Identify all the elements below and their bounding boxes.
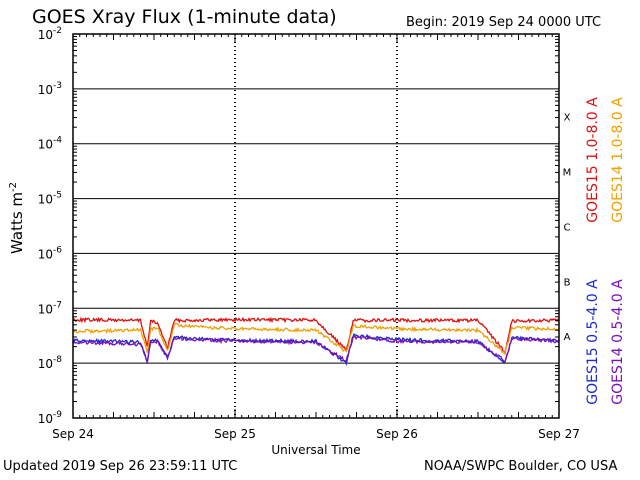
- x-tick-label: Sep 25: [214, 427, 256, 441]
- legend-entry-4: GOES14 0.5-4.0 A: [610, 279, 626, 405]
- updated-time-label: Updated 2019 Sep 26 23:59:11 UTC: [3, 459, 238, 474]
- series-line-4: [72, 334, 560, 363]
- y-tick-labels: 10-9 10-8 10-7 10-6 10-5 10-4 10-3 10-2: [38, 26, 63, 426]
- y-axis-label: Watts m-2: [8, 182, 26, 254]
- legend-entry-3: GOES15 0.5-4.0 A: [585, 279, 601, 405]
- grid-lines: [73, 34, 559, 418]
- legend-entry-1: GOES15 1.0-8.0 A: [585, 97, 601, 223]
- series-line-2: [72, 322, 560, 356]
- flare-class-a: A: [564, 332, 571, 343]
- x-tick-label: Sep 24: [52, 427, 94, 441]
- y-tick-label: 10-5: [38, 191, 62, 207]
- x-tick-label: Sep 27: [538, 427, 580, 441]
- series-line-1: [72, 316, 560, 354]
- flare-class-labels: A B C M X: [563, 113, 572, 343]
- credit-label: NOAA/SWPC Boulder, CO USA: [424, 459, 618, 474]
- series-line-3: [72, 332, 560, 367]
- axis-ticks: [72, 34, 560, 418]
- y-tick-label: 10-9: [38, 410, 63, 426]
- y-tick-label: 10-7: [38, 300, 62, 316]
- begin-time-label: Begin: 2019 Sep 24 0000 UTC: [406, 15, 602, 30]
- x-axis-label: Universal Time: [271, 443, 360, 457]
- flare-class-b: B: [564, 277, 571, 288]
- y-tick-label: 10-4: [38, 136, 63, 152]
- y-tick-label: 10-3: [38, 81, 62, 97]
- y-tick-label: 10-2: [38, 26, 62, 42]
- y-tick-label: 10-6: [38, 245, 63, 261]
- flare-class-x: X: [564, 113, 571, 124]
- flare-class-c: C: [564, 222, 571, 233]
- series-lines: [72, 316, 560, 367]
- y-tick-label: 10-8: [38, 355, 63, 371]
- chart-title: GOES Xray Flux (1-minute data): [32, 6, 337, 28]
- legend: GOES15 1.0-8.0 A GOES14 1.0-8.0 A GOES15 0…: [585, 97, 626, 405]
- flare-class-m: M: [563, 168, 572, 179]
- legend-entry-2: GOES14 1.0-8.0 A: [610, 97, 626, 223]
- x-tick-label: Sep 26: [376, 427, 418, 441]
- x-tick-labels: Sep 24 Sep 25 Sep 26 Sep 27: [52, 427, 580, 441]
